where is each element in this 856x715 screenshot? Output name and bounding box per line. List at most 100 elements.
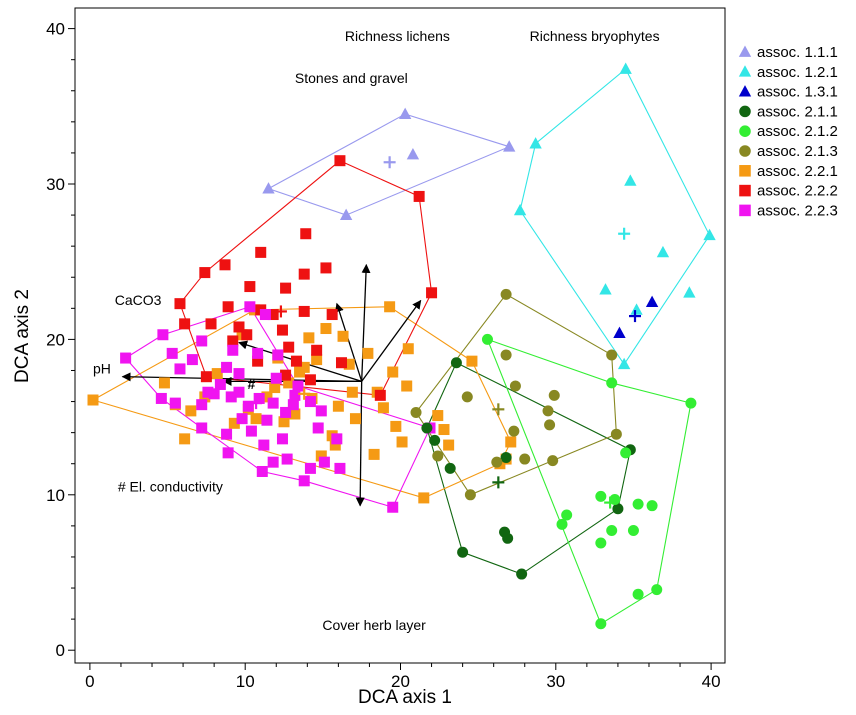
point-assoc-2-2-1 — [283, 377, 295, 389]
point-assoc-2-2-1 — [349, 413, 361, 425]
point-assoc-2-2-2 — [222, 301, 234, 313]
point-assoc-2-1-3 — [509, 380, 521, 392]
point-assoc-2-2-3 — [289, 389, 301, 401]
legend-marker — [739, 204, 751, 217]
point-assoc-2-1-2 — [481, 333, 493, 345]
legend-label: assoc. 1.3.1 — [757, 84, 838, 101]
point-assoc-2-2-3 — [267, 456, 279, 468]
y-tick-label: 0 — [56, 641, 65, 660]
plot-frame — [74, 7, 726, 664]
point-assoc-2-2-1 — [432, 410, 444, 422]
point-assoc-1-2-1 — [617, 357, 631, 370]
point-assoc-2-2-2 — [280, 282, 292, 294]
point-assoc-2-2-3 — [315, 405, 327, 417]
x-tick-label: 20 — [391, 672, 410, 691]
point-assoc-1-2-1 — [683, 286, 696, 298]
vector-label-stones-and-gravel: Stones and gravel — [295, 70, 408, 86]
point-assoc-2-1-3 — [606, 349, 618, 361]
point-assoc-2-2-1 — [261, 391, 273, 403]
point-assoc-2-2-3 — [331, 433, 343, 445]
legend-item-assoc-2-2-3: assoc. 2.2.3 — [739, 202, 838, 219]
legend-item-assoc-2-1-3: assoc. 2.1.3 — [739, 143, 838, 160]
point-assoc-2-2-1 — [332, 400, 344, 412]
point-assoc-2-1-2 — [646, 500, 658, 512]
point-assoc-2-2-3 — [258, 439, 270, 451]
hull-assoc-1-2-1 — [519, 68, 711, 366]
point-assoc-1-3-1 — [645, 295, 659, 307]
centroid-assoc-1-2-1 — [618, 227, 631, 240]
point-assoc-2-2-2 — [311, 344, 323, 356]
legend: assoc. 1.1.1 assoc. 1.2.1 assoc. 1.3.1 asso… — [738, 44, 838, 219]
point-assoc-2-2-1 — [346, 386, 358, 398]
point-assoc-1-2-1 — [513, 203, 527, 216]
legend-item-assoc-2-2-2: assoc. 2.2.2 — [739, 183, 838, 200]
vector-endpoint-marker: # — [248, 376, 256, 392]
vector-label-caco3: CaCO3 — [115, 292, 162, 308]
point-assoc-1-2-1 — [703, 228, 716, 241]
point-assoc-2-2-3 — [221, 361, 233, 373]
point-assoc-2-2-1 — [329, 439, 341, 451]
point-assoc-2-2-3 — [242, 400, 254, 412]
point-assoc-1-2-1 — [619, 62, 632, 74]
point-assoc-2-1-1 — [500, 452, 512, 464]
centroid-assoc-2-2-2 — [274, 305, 287, 318]
legend-item-assoc-1-1-1: assoc. 1.1.1 — [738, 44, 838, 61]
point-assoc-2-1-2 — [627, 525, 639, 537]
point-assoc-2-2-3 — [304, 462, 316, 474]
vector-label-ph: pH — [93, 361, 111, 377]
point-assoc-2-2-2 — [174, 298, 186, 310]
point-assoc-2-2-3 — [253, 392, 265, 404]
legend-item-assoc-1-3-1: assoc. 1.3.1 — [738, 84, 838, 101]
point-assoc-2-1-3 — [500, 349, 512, 361]
vector-richness-lichens — [361, 263, 371, 382]
point-assoc-2-2-1 — [390, 420, 402, 432]
point-assoc-2-2-3 — [196, 399, 208, 411]
point-assoc-2-2-3 — [272, 349, 284, 361]
point-assoc-2-2-1 — [315, 450, 327, 462]
point-assoc-2-2-2 — [241, 329, 253, 341]
legend-label: assoc. 2.1.2 — [757, 123, 838, 140]
group-centroids — [250, 156, 642, 509]
point-assoc-2-2-3 — [259, 309, 271, 321]
point-assoc-2-2-3 — [252, 347, 264, 359]
point-assoc-2-2-1 — [402, 343, 414, 355]
legend-marker — [739, 145, 751, 157]
point-assoc-2-1-2 — [632, 588, 644, 600]
point-assoc-2-1-1 — [612, 503, 624, 515]
point-assoc-2-2-3 — [202, 386, 214, 398]
point-assoc-1-2-1 — [656, 245, 670, 258]
point-assoc-2-2-2 — [205, 318, 217, 330]
point-assoc-1-1-1 — [339, 208, 353, 220]
point-assoc-2-2-1 — [311, 354, 323, 366]
point-assoc-2-2-2 — [290, 355, 302, 367]
centroid-assoc-2-2-3 — [250, 397, 263, 410]
axes: 0 10 20 30 40 0 10 20 30 40 — [46, 20, 720, 691]
point-assoc-2-2-3 — [245, 425, 257, 437]
point-assoc-2-2-3 — [292, 380, 304, 392]
point-assoc-2-2-2 — [233, 321, 245, 333]
point-assoc-2-2-2 — [298, 268, 310, 280]
point-assoc-2-2-1 — [396, 436, 408, 448]
point-assoc-2-1-3 — [491, 456, 503, 468]
point-assoc-2-2-3 — [287, 399, 299, 411]
point-assoc-2-2-1 — [368, 448, 380, 460]
point-assoc-2-2-1 — [278, 416, 290, 428]
point-assoc-2-1-1 — [450, 357, 462, 369]
legend-marker — [739, 105, 751, 118]
centroid-assoc-1-3-1 — [629, 310, 642, 323]
point-assoc-2-2-3 — [387, 501, 399, 513]
y-tick-label: 30 — [46, 175, 65, 194]
point-assoc-1-1-1 — [503, 140, 516, 152]
point-assoc-2-2-1 — [320, 323, 332, 335]
point-assoc-2-1-3 — [432, 450, 444, 462]
point-assoc-2-1-2 — [556, 518, 568, 530]
point-assoc-2-1-3 — [500, 288, 512, 300]
group-hulls — [91, 68, 711, 625]
y-tick-label: 20 — [46, 330, 65, 349]
centroid-assoc-2-2-1 — [298, 387, 311, 400]
point-assoc-2-2-1 — [298, 361, 310, 373]
point-assoc-2-2-2 — [283, 341, 295, 353]
point-assoc-2-1-2 — [595, 618, 607, 630]
point-assoc-2-1-3 — [519, 453, 531, 465]
point-assoc-2-2-2 — [304, 374, 316, 386]
